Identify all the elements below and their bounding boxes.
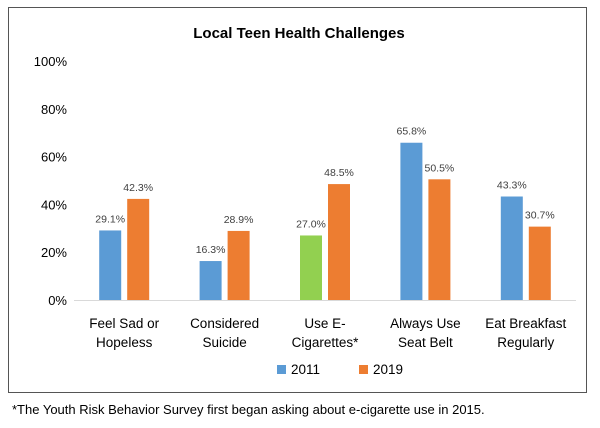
x-tick-label: Regularly [497,335,554,350]
data-label: 65.8% [397,126,427,138]
x-tick-label: Considered [190,316,259,331]
data-label: 16.3% [196,244,226,256]
data-label: 27.0% [296,218,326,230]
bar-2019-0 [127,198,150,300]
bar-2019-2 [328,184,350,300]
data-label: 30.7% [525,210,555,222]
data-label: 29.1% [95,213,125,225]
bar-2011-0 [99,230,122,300]
bar-2019-4 [528,226,551,300]
data-label: 43.3% [497,180,527,192]
legend-label: 2019 [373,362,403,377]
footnote: *The Youth Risk Behavior Survey first be… [12,402,485,417]
y-tick-label: 20% [41,245,67,260]
bar-2019-1 [227,230,250,300]
bar-2011-3 [400,142,423,300]
x-tick-label: Suicide [202,335,246,350]
bar-2011-1 [199,261,222,300]
bar-2011-2 [300,235,322,300]
x-tick-label: Always Use [390,316,461,331]
data-label: 28.9% [224,214,254,226]
data-label: 50.5% [425,162,455,174]
data-label: 48.5% [324,167,354,179]
x-tick-label: Cigarettes* [292,335,360,350]
y-tick-label: 60% [41,150,67,165]
x-tick-label: Use E- [304,316,345,331]
y-tick-label: 0% [48,293,67,308]
x-tick-label: Eat Breakfast [485,316,566,331]
bar-2019-3 [428,179,451,300]
bar-chart: Local Teen Health Challenges 0% 20% 40% 60% 8… [34,25,576,377]
x-tick-label: Hopeless [96,335,153,350]
data-label: 42.3% [123,182,153,194]
legend-swatch-2011 [277,365,286,374]
y-tick-label: 80% [41,102,67,117]
chart-title: Local Teen Health Challenges [193,25,404,42]
x-tick-label: Feel Sad or [89,316,159,331]
chart-frame: Local Teen Health Challenges 0% 20% 40% 60% 8… [8,7,587,393]
y-tick-label: 40% [41,197,67,212]
legend-label: 2011 [291,362,320,377]
bar-2011-4 [500,196,523,300]
x-tick-label: Seat Belt [398,335,453,350]
legend-swatch-2019 [359,365,368,374]
y-tick-label: 100% [34,54,68,69]
